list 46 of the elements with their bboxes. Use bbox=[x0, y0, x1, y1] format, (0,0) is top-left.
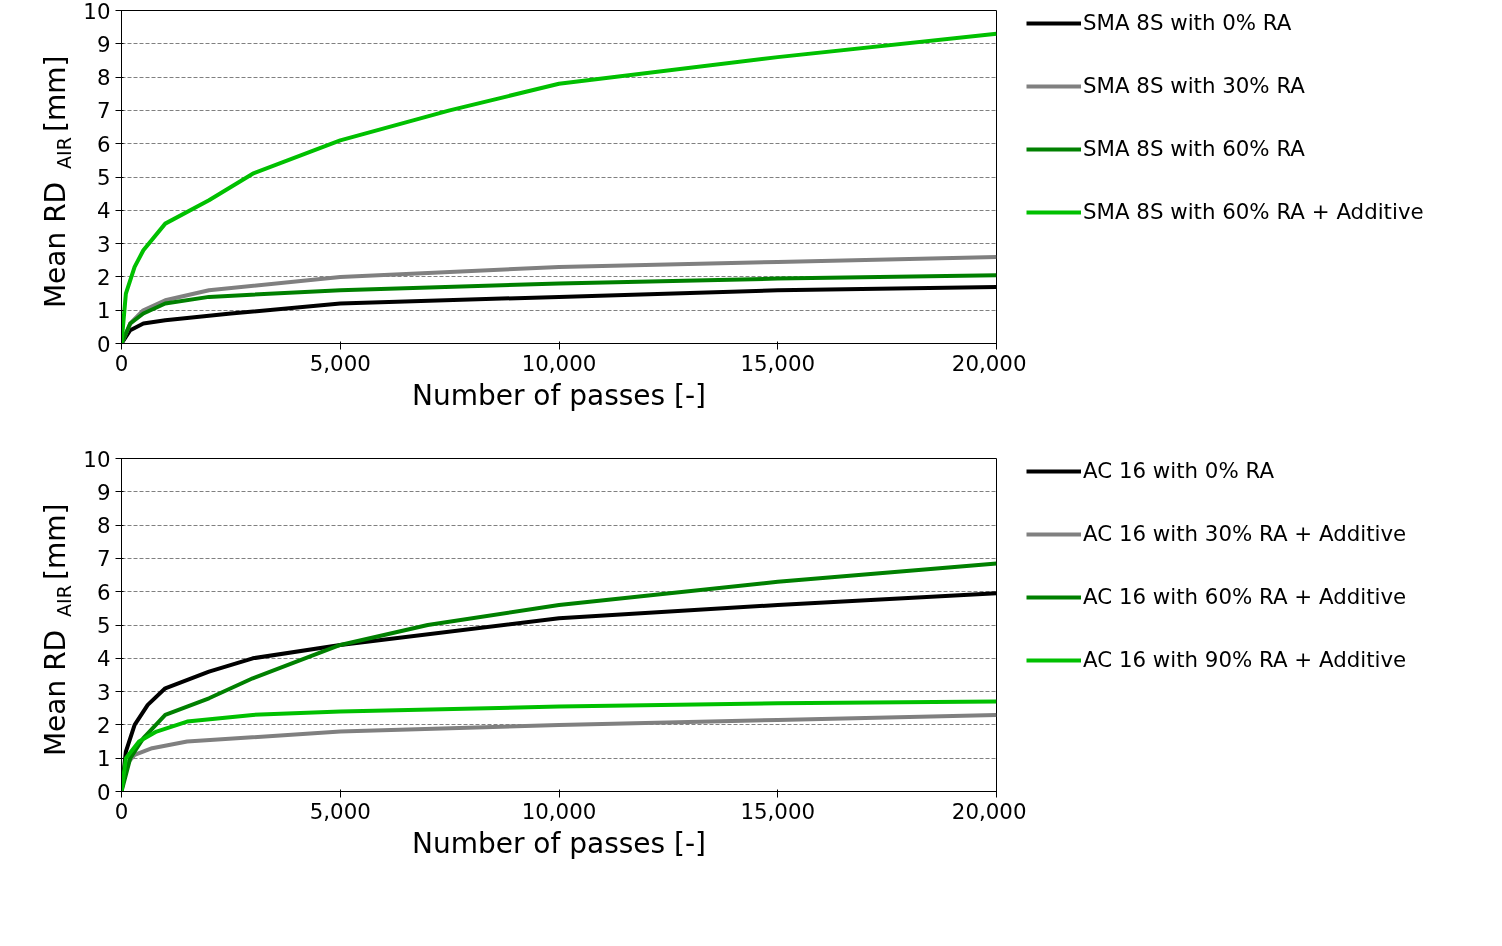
legend-label: AC 16 with 90% RA + Additive bbox=[1083, 647, 1407, 672]
legend-label: SMA 8S with 60% RA + Additive bbox=[1083, 199, 1424, 224]
y-axis-title: Mean RDAIR [mm] bbox=[39, 503, 75, 757]
line-series bbox=[121, 31, 997, 344]
y-tick-label: 3 bbox=[96, 231, 111, 257]
legend-label: AC 16 with 30% RA + Additive bbox=[1083, 521, 1407, 546]
legend-label: AC 16 with 0% RA bbox=[1083, 458, 1274, 483]
x-tick-label: 10,000 bbox=[521, 350, 597, 376]
x-tick-label: 15,000 bbox=[740, 350, 816, 376]
x-tick-label: 0 bbox=[114, 798, 129, 824]
y-tick-label: 0 bbox=[96, 331, 111, 357]
x-tick-label: 15,000 bbox=[740, 798, 816, 824]
legend-label: SMA 8S with 0% RA bbox=[1083, 10, 1292, 35]
y-tick-label: 6 bbox=[96, 579, 111, 605]
y-tick-label: 3 bbox=[96, 679, 111, 705]
x-tick-label: 20,000 bbox=[951, 798, 1027, 824]
y-tick-label: 4 bbox=[96, 198, 111, 224]
x-tick-label: 0 bbox=[114, 350, 129, 376]
x-axis-title: Number of passes [-] bbox=[411, 378, 707, 412]
y-axis-title: Mean RDAIR [mm] bbox=[39, 55, 75, 309]
y-tick-label: 9 bbox=[96, 479, 111, 505]
y-tick-label: 0 bbox=[96, 779, 111, 805]
y-tick-label: 10 bbox=[83, 0, 111, 24]
x-tick-label: 5,000 bbox=[309, 798, 371, 824]
x-tick-label: 20,000 bbox=[951, 350, 1027, 376]
y-tick-label: 2 bbox=[96, 712, 111, 738]
y-tick-label: 10 bbox=[83, 446, 111, 472]
y-tick-label: 5 bbox=[96, 165, 111, 190]
line-series bbox=[121, 273, 997, 344]
x-tick-label: 5,000 bbox=[309, 350, 371, 376]
legend-label: AC 16 with 60% RA + Additive bbox=[1083, 584, 1407, 609]
y-tick-label: 4 bbox=[96, 646, 111, 672]
x-tick-label: 10,000 bbox=[521, 798, 597, 824]
legend-label: SMA 8S with 30% RA bbox=[1083, 73, 1305, 98]
y-tick-label: 7 bbox=[96, 546, 111, 572]
y-tick-label: 8 bbox=[96, 65, 111, 91]
legend-label: SMA 8S with 60% RA bbox=[1083, 136, 1305, 161]
y-tick-label: 8 bbox=[96, 513, 111, 539]
x-axis-title: Number of passes [-] bbox=[411, 826, 707, 860]
y-tick-label: 9 bbox=[96, 31, 111, 57]
y-tick-label: 6 bbox=[96, 131, 111, 157]
y-tick-label: 7 bbox=[96, 98, 111, 124]
y-tick-label: 2 bbox=[96, 264, 111, 290]
y-tick-label: 5 bbox=[96, 613, 111, 638]
y-tick-label: 1 bbox=[96, 298, 111, 324]
y-tick-label: 1 bbox=[96, 746, 111, 772]
